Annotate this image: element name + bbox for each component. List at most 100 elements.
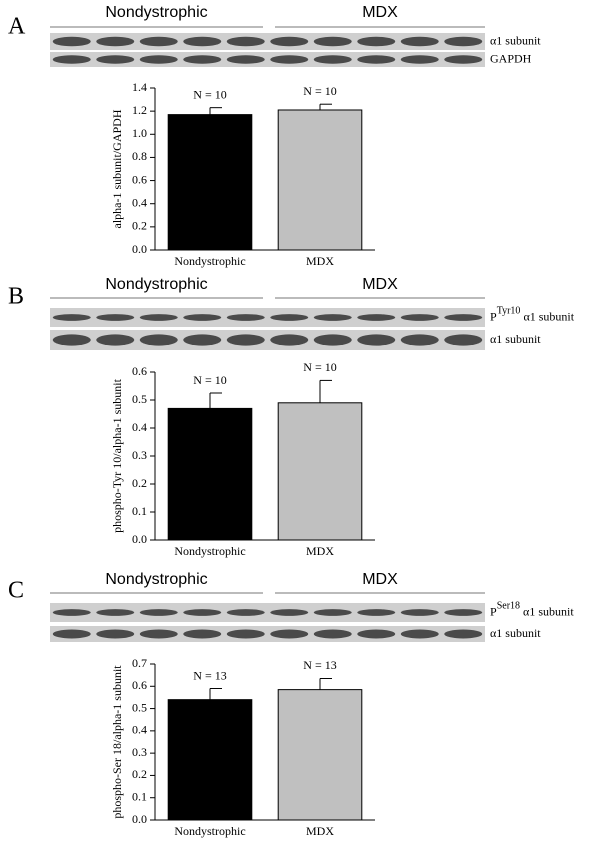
- blot-band: [270, 629, 309, 639]
- y-tick-label: 0.2: [132, 767, 147, 781]
- bar: [167, 407, 253, 541]
- blot-band: [96, 314, 135, 321]
- n-label: N = 10: [193, 373, 226, 387]
- blot-band: [52, 314, 91, 321]
- group-label: MDX: [362, 276, 398, 293]
- blot-band: [183, 36, 222, 47]
- panel-letter: C: [8, 578, 24, 604]
- blot-label: α1 subunit: [490, 626, 541, 640]
- blot-label-text: α1 subunit: [490, 626, 541, 640]
- blot-band: [313, 629, 352, 639]
- blot-band: [444, 609, 483, 616]
- blot-band: [226, 314, 265, 321]
- blot-band: [357, 55, 396, 64]
- y-tick-label: 0.6: [132, 172, 147, 186]
- blot-band: [52, 609, 91, 616]
- x-tick-label: Nondystrophic: [174, 824, 245, 838]
- y-axis-label: alpha-1 subunit/GAPDH: [110, 109, 124, 228]
- blot-label: PSer18 α1 subunit: [490, 601, 574, 618]
- y-tick-label: 0.0: [132, 812, 147, 826]
- blot-band: [139, 55, 178, 64]
- blot-strip: [50, 308, 485, 327]
- n-label: N = 13: [303, 658, 336, 672]
- blot-band: [400, 629, 439, 639]
- y-tick-label: 0.2: [132, 219, 147, 233]
- group-label: MDX: [362, 4, 398, 21]
- blot-label-superscript: Ser18: [497, 601, 520, 612]
- blot-band: [96, 609, 135, 616]
- blot-band: [444, 314, 483, 321]
- y-tick-label: 0.5: [132, 700, 147, 714]
- blot-band: [400, 334, 439, 346]
- x-tick-label: MDX: [306, 254, 334, 268]
- blot-band: [52, 36, 91, 47]
- bar: [277, 689, 363, 821]
- group-label: MDX: [362, 571, 398, 588]
- blot-band: [357, 314, 396, 321]
- blot-band: [270, 334, 309, 346]
- blot-label: α1 subunit: [490, 332, 541, 346]
- blot-label: PTyr10 α1 subunit: [490, 306, 575, 323]
- y-tick-label: 0.8: [132, 149, 147, 163]
- blot-band: [52, 629, 91, 639]
- blot-band: [52, 334, 91, 346]
- blot-band: [270, 314, 309, 321]
- n-label: N = 10: [303, 84, 336, 98]
- blot-band: [226, 36, 265, 47]
- y-tick-label: 0.6: [132, 678, 147, 692]
- blot-band: [313, 609, 352, 616]
- group-label: Nondystrophic: [105, 276, 207, 293]
- n-label: N = 10: [303, 360, 336, 374]
- y-tick-label: 0.4: [132, 195, 147, 209]
- blot-band: [139, 314, 178, 321]
- n-label: N = 13: [193, 668, 226, 682]
- blot-band: [270, 36, 309, 47]
- blot-band: [139, 334, 178, 346]
- blot-band: [313, 314, 352, 321]
- x-tick-label: Nondystrophic: [174, 254, 245, 268]
- x-tick-label: MDX: [306, 544, 334, 558]
- blot-band: [444, 334, 483, 346]
- blot-label: GAPDH: [490, 51, 532, 65]
- blot-band: [96, 334, 135, 346]
- blot-label: α1 subunit: [490, 33, 541, 47]
- bar: [277, 109, 363, 251]
- x-tick-label: MDX: [306, 824, 334, 838]
- blot-band: [139, 629, 178, 639]
- blot-band: [357, 609, 396, 616]
- blot-band: [313, 334, 352, 346]
- blot-band: [357, 629, 396, 639]
- blot-band: [226, 334, 265, 346]
- y-tick-label: 0.1: [132, 504, 147, 518]
- blot-strip: [50, 603, 485, 622]
- blot-label-text: α1 subunit: [523, 604, 574, 618]
- blot-band: [444, 36, 483, 47]
- y-tick-label: 1.2: [132, 103, 147, 117]
- y-tick-label: 0.2: [132, 476, 147, 490]
- blot-band: [444, 629, 483, 639]
- bar: [167, 114, 253, 251]
- panel-letter: B: [8, 284, 24, 310]
- group-label: Nondystrophic: [105, 571, 207, 588]
- y-tick-label: 0.1: [132, 789, 147, 803]
- blot-band: [139, 36, 178, 47]
- blot-band: [400, 609, 439, 616]
- blot-band: [183, 314, 222, 321]
- blot-band: [183, 334, 222, 346]
- group-label: Nondystrophic: [105, 4, 207, 21]
- y-tick-label: 0.4: [132, 420, 147, 434]
- blot-label-text: α1 subunit: [523, 309, 574, 323]
- blot-band: [226, 55, 265, 64]
- blot-band: [96, 629, 135, 639]
- blot-label-text: α1 subunit: [490, 332, 541, 346]
- blot-band: [96, 55, 135, 64]
- blot-band: [183, 609, 222, 616]
- panel-letter: A: [8, 14, 26, 40]
- blot-band: [270, 55, 309, 64]
- bar: [167, 699, 253, 821]
- y-tick-label: 0.3: [132, 745, 147, 759]
- y-tick-label: 1.4: [132, 80, 147, 94]
- blot-band: [313, 36, 352, 47]
- blot-band: [183, 55, 222, 64]
- blot-band: [400, 55, 439, 64]
